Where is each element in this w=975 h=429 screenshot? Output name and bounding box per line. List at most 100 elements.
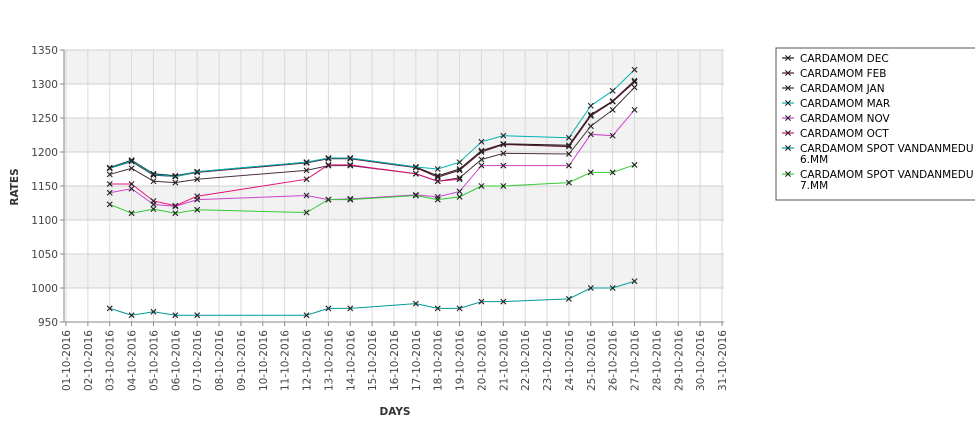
- x-tick-label: 20-10-2016: [476, 330, 488, 391]
- series-cardamom-spot-vandanmedu-7-mm: [106, 161, 638, 217]
- data-point: [106, 180, 113, 187]
- x-tick-label: 02-10-2016: [83, 330, 95, 391]
- data-point: [172, 210, 179, 217]
- data-point: [609, 169, 616, 176]
- x-tick-label: 06-10-2016: [170, 330, 182, 391]
- data-point: [631, 278, 638, 285]
- y-tick-label: 1250: [31, 113, 58, 125]
- legend-swatch-marker: [785, 85, 791, 91]
- y-tick-label: 1000: [31, 283, 58, 295]
- legend-item: CARDAMOM MAR: [782, 98, 890, 110]
- data-point: [150, 178, 157, 185]
- data-point: [303, 192, 310, 199]
- data-point: [303, 167, 310, 174]
- legend-label: CARDAMOM DEC: [800, 53, 889, 65]
- x-tick-label: 12-10-2016: [302, 330, 314, 391]
- data-point: [325, 161, 332, 168]
- data-point: [434, 196, 441, 203]
- x-tick-label: 30-10-2016: [695, 330, 707, 391]
- legend-label: CARDAMOM NOV: [800, 113, 891, 125]
- data-point: [456, 167, 463, 174]
- data-point: [106, 189, 113, 196]
- y-tick-label: 1300: [31, 79, 58, 91]
- x-tick-label: 01-10-2016: [61, 330, 73, 391]
- data-point: [456, 193, 463, 200]
- data-point: [150, 308, 157, 315]
- x-tick-label: 22-10-2016: [520, 330, 532, 391]
- x-tick-label: 26-10-2016: [608, 330, 620, 391]
- legend-swatch-marker: [785, 115, 791, 121]
- legend-label: 6.MM: [800, 154, 828, 166]
- data-point: [500, 298, 507, 305]
- data-point: [434, 178, 441, 185]
- x-tick-label: 15-10-2016: [367, 330, 379, 391]
- x-tick-label: 17-10-2016: [411, 330, 423, 391]
- y-tick-label: 1100: [31, 215, 58, 227]
- legend-item: CARDAMOM FEB: [782, 68, 887, 80]
- legend-swatch-marker: [785, 130, 791, 136]
- data-point: [128, 165, 135, 172]
- y-tick-label: 1200: [31, 147, 58, 159]
- data-point: [565, 295, 572, 302]
- x-tick-label: 19-10-2016: [455, 330, 467, 391]
- data-point: [172, 202, 179, 209]
- legend-swatch-marker: [785, 55, 791, 61]
- data-point: [347, 155, 354, 162]
- x-tick-label: 05-10-2016: [148, 330, 160, 391]
- data-point: [456, 188, 463, 195]
- data-point: [347, 161, 354, 168]
- data-point: [172, 179, 179, 186]
- data-point: [194, 176, 201, 183]
- axes: [60, 49, 724, 326]
- y-tick-label: 1150: [31, 181, 58, 193]
- data-point: [150, 206, 157, 213]
- x-tick-label: 18-10-2016: [433, 330, 445, 391]
- legend: CARDAMOM DEC CARDAMOM FEB CARDAMOM JAN CARD…: [775, 47, 975, 201]
- legend-swatch-marker: [785, 100, 791, 106]
- data-point: [587, 102, 594, 109]
- data-point: [325, 305, 332, 312]
- data-point: [128, 185, 135, 192]
- data-point: [631, 77, 638, 84]
- y-tick-labels: 950 1000 1050 1100 1150 1200 1250 1300 1350: [31, 45, 58, 329]
- x-tick-label: 16-10-2016: [389, 330, 401, 391]
- data-point: [325, 155, 332, 162]
- x-tick-label: 31-10-2016: [717, 330, 729, 391]
- data-point: [194, 168, 201, 175]
- x-axis-title: DAYS: [379, 406, 410, 418]
- x-tick-label: 10-10-2016: [258, 330, 270, 391]
- data-point: [478, 156, 485, 163]
- data-point: [609, 87, 616, 94]
- x-tick-labels: 01-10-2016 02-10-2016 03-10-2016 04-10-2016…: [61, 330, 729, 391]
- data-point: [500, 150, 507, 157]
- data-point: [631, 84, 638, 91]
- data-point: [587, 169, 594, 176]
- data-point: [172, 312, 179, 319]
- data-point: [478, 162, 485, 169]
- legend-item: CARDAMOM NOV: [782, 113, 891, 125]
- data-point: [456, 176, 463, 183]
- data-point: [194, 206, 201, 213]
- series-cardamom-mar: [106, 66, 638, 180]
- data-point: [587, 131, 594, 138]
- data-point: [500, 141, 507, 148]
- data-point: [478, 138, 485, 145]
- data-point: [500, 162, 507, 169]
- data-point: [303, 176, 310, 183]
- data-point: [412, 163, 419, 170]
- data-point: [347, 305, 354, 312]
- data-point: [347, 196, 354, 203]
- x-tick-label: 03-10-2016: [105, 330, 117, 391]
- legend-swatch-marker: [785, 145, 791, 151]
- data-point: [128, 210, 135, 217]
- legend-swatch-marker: [785, 70, 791, 76]
- legend-swatch-marker: [785, 171, 791, 177]
- legend-label: CARDAMOM SPOT VANDANMEDU: [800, 169, 974, 181]
- data-point: [631, 161, 638, 168]
- legend-label: CARDAMOM SPOT VANDANMEDU: [800, 143, 974, 155]
- data-point: [631, 66, 638, 73]
- data-point: [106, 171, 113, 178]
- data-point: [609, 285, 616, 291]
- data-point: [106, 305, 113, 312]
